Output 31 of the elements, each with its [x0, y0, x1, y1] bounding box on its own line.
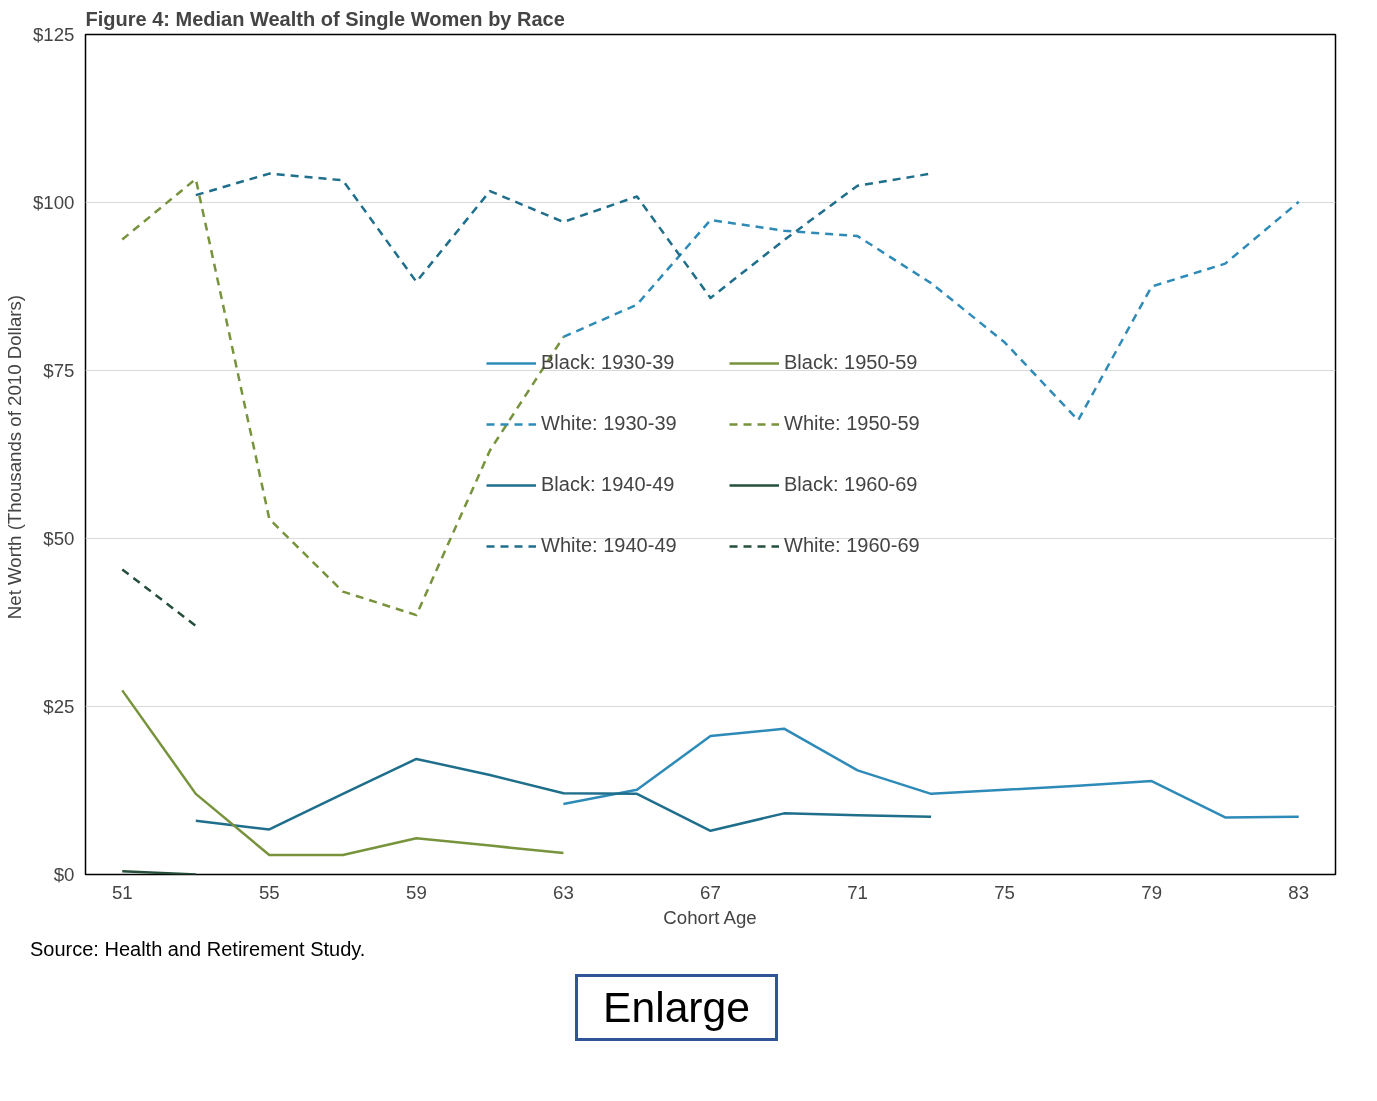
y-axis-title: Net Worth (Thousands of 2010 Dollars) [4, 294, 25, 620]
x-tick-label: 75 [994, 881, 1016, 903]
y-tick-label: $50 [43, 528, 75, 549]
x-tick-label: 55 [258, 881, 280, 903]
y-tick-label: $75 [43, 360, 75, 381]
y-tick-label: $0 [53, 864, 75, 885]
legend-label: White: 1940-49 [541, 534, 678, 557]
x-tick-label: 63 [553, 881, 574, 903]
line-series [194, 757, 933, 833]
x-tick-label: 67 [700, 881, 721, 903]
x-tick-label: 51 [111, 881, 133, 903]
source-note: Source: Health and Retirement Study. [30, 937, 366, 962]
y-tick-label: $100 [33, 192, 75, 213]
legend-label: Black: 1940-49 [541, 473, 676, 496]
line-series [121, 689, 565, 857]
legend-label: Black: 1930-39 [541, 351, 676, 374]
text: Enlarge [603, 981, 751, 1033]
x-tick-label: 79 [1141, 881, 1163, 903]
x-tick-label: 83 [1288, 881, 1310, 903]
legend-label: Black: 1950-59 [784, 351, 919, 374]
chart-title: Figure 4: Median Wealth of Single Women by Race [85, 7, 565, 30]
x-tick-label: 71 [847, 881, 868, 903]
legend-label: White: 1930-39 [541, 412, 678, 435]
x-tick-label: 59 [406, 881, 427, 903]
line-series [562, 727, 1300, 819]
legend-label: White: 1950-59 [784, 412, 921, 435]
legend-label: Black: 1960-69 [784, 473, 919, 496]
y-tick-label: $125 [33, 24, 75, 45]
x-axis-title: Cohort Age [663, 906, 757, 928]
y-tick-label: $25 [43, 696, 75, 717]
legend-label: White: 1960-69 [784, 534, 921, 557]
